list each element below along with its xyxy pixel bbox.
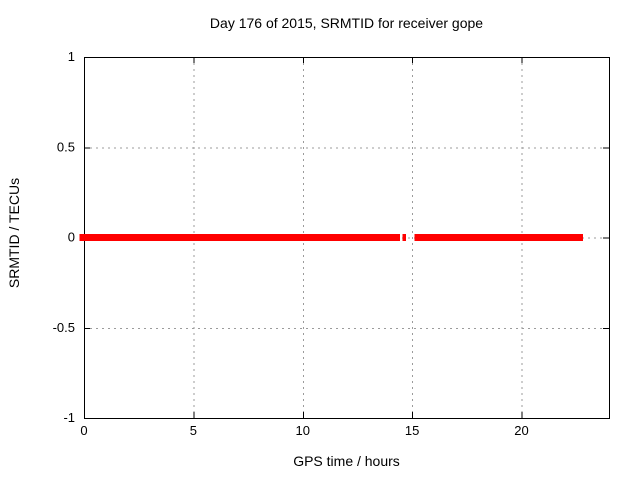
x-tick-label: 15 bbox=[405, 423, 419, 438]
x-axis-label: GPS time / hours bbox=[293, 453, 400, 469]
x-tick-label: 0 bbox=[80, 423, 87, 438]
x-tick-label: 10 bbox=[296, 423, 310, 438]
y-tick-label: -1 bbox=[63, 410, 75, 425]
y-tick-label: -0.5 bbox=[53, 320, 75, 335]
y-tick-label: 1 bbox=[68, 49, 75, 64]
x-tick-label: 5 bbox=[190, 423, 197, 438]
y-tick-label: 0.5 bbox=[57, 139, 75, 154]
chart-title: Day 176 of 2015, SRMTID for receiver gop… bbox=[209, 15, 484, 31]
y-tick-label: 0 bbox=[68, 230, 75, 245]
x-tick-label: 20 bbox=[514, 423, 528, 438]
